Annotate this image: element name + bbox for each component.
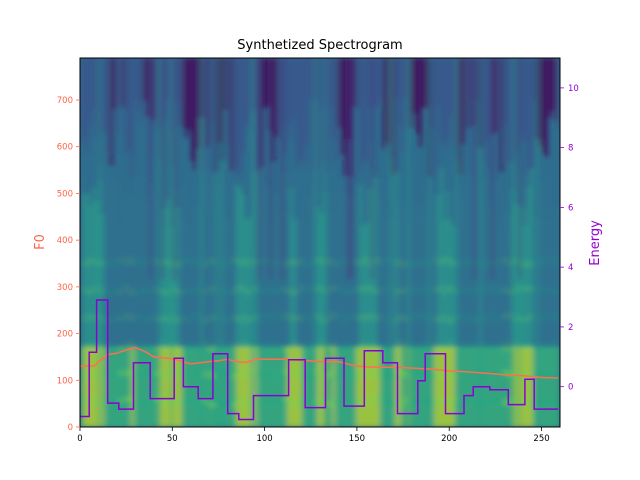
x-tick-label: 0 <box>77 434 82 444</box>
energy-axis: 0 2 4 6 8 10 <box>560 84 579 393</box>
plot-frame <box>79 57 561 428</box>
f0-series <box>80 346 559 379</box>
f0-tick-label: 200 <box>57 330 73 340</box>
chart-title: Synthetized Spectrogram <box>237 38 402 53</box>
x-tick-label: 50 <box>167 434 178 444</box>
f0-axis: 0 100 200 300 400 500 600 700 <box>57 96 80 433</box>
f0-tick-label: 0 <box>68 423 73 433</box>
f0-tick-label: 400 <box>57 236 73 246</box>
energy-tick-label: 10 <box>568 84 579 94</box>
x-tick-label: 200 <box>441 434 457 444</box>
f0-tick-label: 300 <box>57 283 73 293</box>
energy-tick-label: 0 <box>568 383 573 393</box>
x-tick-label: 100 <box>256 434 272 444</box>
f0-tick-label: 100 <box>57 376 73 386</box>
spectrogram-image <box>80 58 560 427</box>
energy-tick-label: 6 <box>568 203 573 213</box>
f0-line <box>80 346 559 379</box>
x-tick-label: 250 <box>533 434 549 444</box>
f0-tick-label: 500 <box>57 189 73 199</box>
x-tick-label: 150 <box>349 434 365 444</box>
energy-tick-label: 2 <box>568 323 573 333</box>
energy-axis-label: Energy <box>588 220 603 266</box>
x-axis: 0 50 100 150 200 250 <box>77 427 550 444</box>
f0-axis-label: F0 <box>33 234 48 250</box>
energy-tick-label: 4 <box>568 263 573 273</box>
energy-series <box>80 299 559 421</box>
energy-tick-label: 8 <box>568 144 573 154</box>
f0-tick-label: 700 <box>57 96 73 106</box>
energy-line <box>80 299 559 421</box>
f0-tick-label: 600 <box>57 143 73 153</box>
